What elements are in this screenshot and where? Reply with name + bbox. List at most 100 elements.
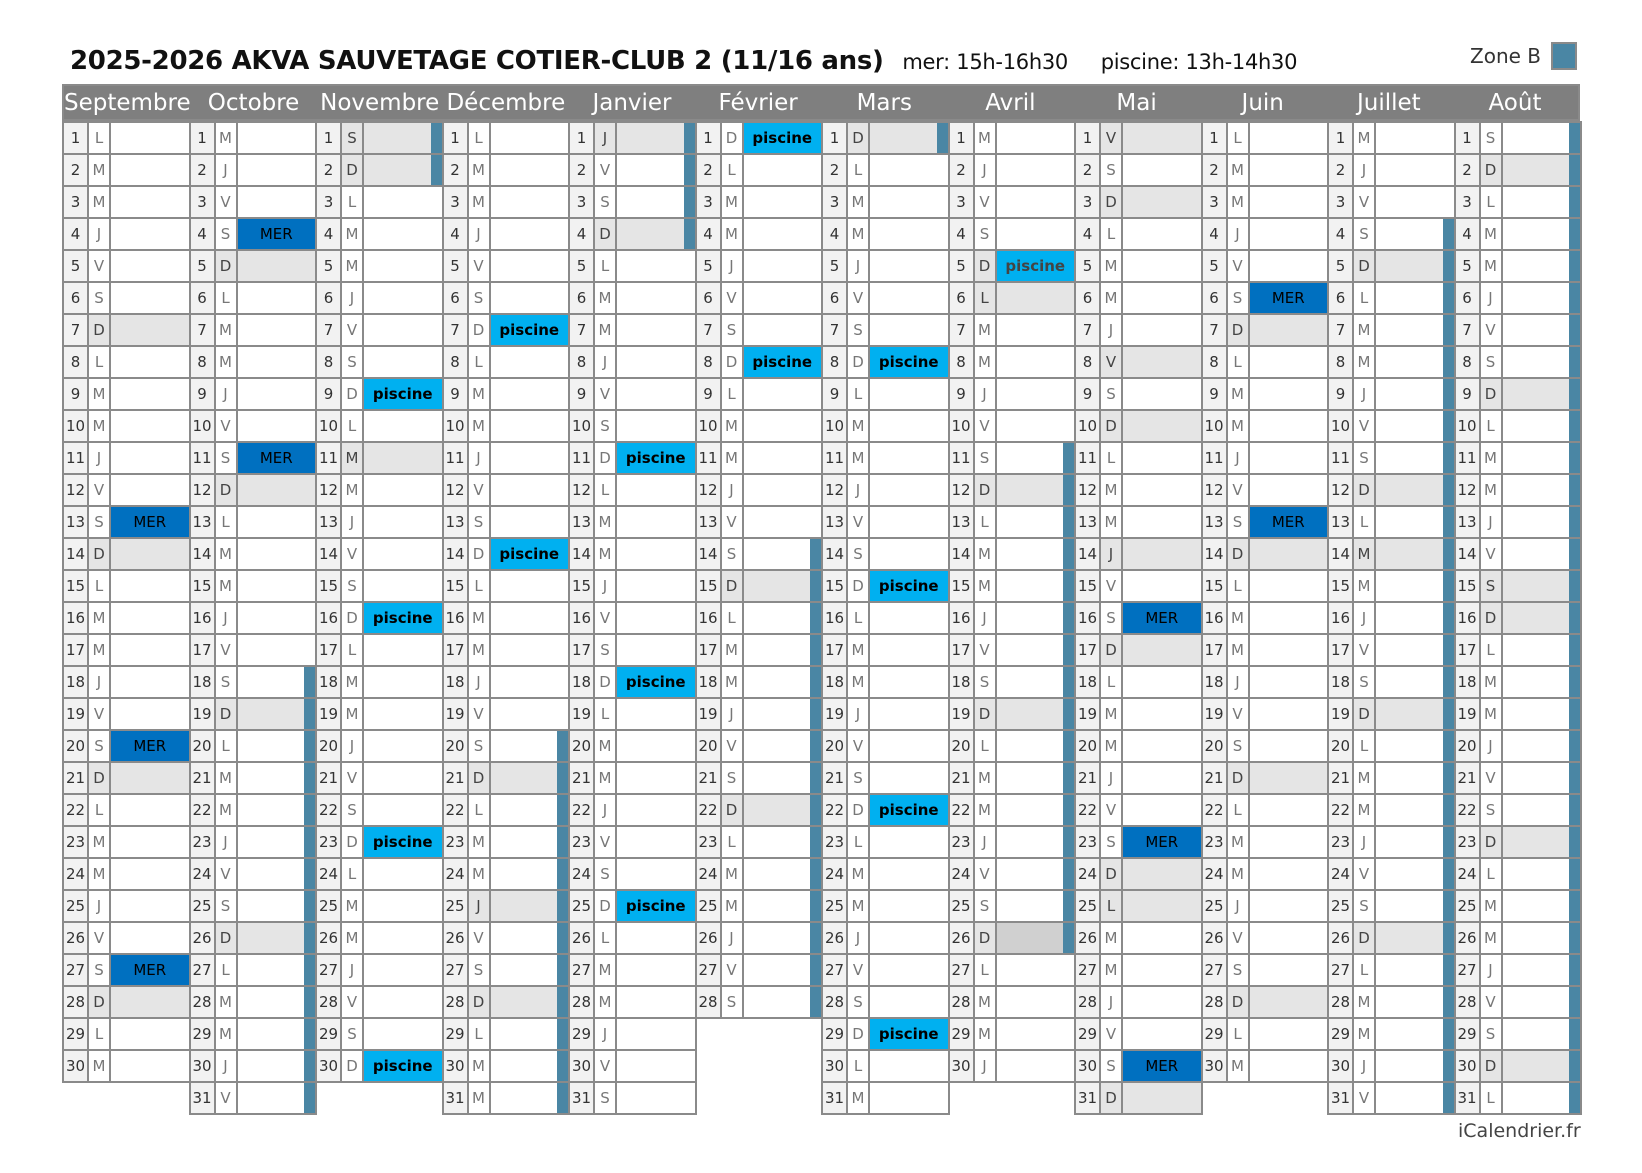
event-cell[interactable] (615, 1049, 697, 1083)
event-cell[interactable] (1500, 697, 1582, 731)
event-cell[interactable] (741, 633, 823, 667)
event-cell[interactable] (1500, 857, 1582, 891)
day-row[interactable]: 29 J (568, 1017, 697, 1051)
day-row[interactable]: 19 M (1453, 697, 1582, 731)
event-cell[interactable] (868, 441, 950, 475)
event-cell[interactable] (741, 217, 823, 251)
day-row[interactable]: 12 V (62, 473, 191, 507)
event-cell[interactable] (741, 153, 823, 187)
day-row[interactable]: 30 L (821, 1049, 950, 1083)
day-row[interactable]: 24 V (188, 857, 317, 891)
day-row[interactable]: 10 D (1074, 409, 1203, 443)
event-cell[interactable] (1247, 409, 1329, 443)
day-row[interactable]: 21 D (441, 761, 570, 795)
day-row[interactable]: 21 J (1074, 761, 1203, 795)
event-cell[interactable] (615, 313, 697, 347)
day-row[interactable]: 28 M (568, 985, 697, 1019)
event-cell[interactable] (994, 217, 1076, 251)
day-row[interactable]: 30 J (1327, 1049, 1456, 1083)
day-row[interactable]: 15 L (441, 569, 570, 603)
event-cell[interactable] (741, 697, 823, 731)
event-cell[interactable] (868, 153, 950, 187)
event-cell[interactable] (362, 345, 444, 379)
event-cell[interactable] (1247, 473, 1329, 507)
event-cell[interactable] (1500, 441, 1582, 475)
event-cell[interactable] (235, 345, 317, 379)
event-cell[interactable] (109, 665, 191, 699)
day-row[interactable]: 10 M (62, 409, 191, 443)
day-row[interactable]: 16 J (947, 601, 1076, 635)
event-cell[interactable] (1374, 537, 1456, 571)
event-cell[interactable] (1374, 953, 1456, 987)
event-cell[interactable] (1500, 249, 1582, 283)
day-row[interactable]: 22 J (568, 793, 697, 827)
day-row[interactable]: 26 D (1327, 921, 1456, 955)
event-cell[interactable] (868, 633, 950, 667)
event-cell[interactable] (1500, 1081, 1582, 1115)
event-piscine[interactable]: piscine (362, 1049, 444, 1083)
event-cell[interactable] (235, 153, 317, 187)
event-cell[interactable] (741, 793, 823, 827)
day-row[interactable]: 23 D (1453, 825, 1582, 859)
day-row[interactable]: 26 V (1200, 921, 1329, 955)
day-row[interactable]: 20 L (1327, 729, 1456, 763)
day-row[interactable]: 27 M (568, 953, 697, 987)
event-piscine[interactable]: piscine (868, 793, 950, 827)
event-cell[interactable] (994, 889, 1076, 923)
event-cell[interactable] (1247, 345, 1329, 379)
event-cell[interactable] (994, 313, 1076, 347)
day-row[interactable]: 27 V (694, 953, 823, 987)
event-mer[interactable]: MER (109, 953, 191, 987)
day-row[interactable]: 4 S MER (188, 217, 317, 251)
event-cell[interactable] (488, 825, 570, 859)
event-cell[interactable] (1247, 921, 1329, 955)
day-row[interactable]: 27 M (1074, 953, 1203, 987)
event-cell[interactable] (1374, 185, 1456, 219)
day-row[interactable]: 19 V (62, 697, 191, 731)
day-row[interactable]: 20 J (1453, 729, 1582, 763)
day-row[interactable]: 19 J (821, 697, 950, 731)
event-cell[interactable] (235, 473, 317, 507)
event-cell[interactable] (488, 473, 570, 507)
event-cell[interactable] (868, 697, 950, 731)
event-cell[interactable] (741, 665, 823, 699)
event-cell[interactable] (488, 921, 570, 955)
event-cell[interactable] (1374, 1017, 1456, 1051)
event-cell[interactable] (868, 825, 950, 859)
event-cell[interactable] (615, 473, 697, 507)
event-cell[interactable] (1500, 537, 1582, 571)
day-row[interactable]: 17 D (1074, 633, 1203, 667)
day-row[interactable]: 19 D (947, 697, 1076, 731)
event-piscine[interactable]: piscine (741, 345, 823, 379)
day-row[interactable]: 22 L (62, 793, 191, 827)
event-cell[interactable] (109, 921, 191, 955)
event-cell[interactable] (994, 185, 1076, 219)
event-cell[interactable] (994, 761, 1076, 795)
day-row[interactable]: 23 J (188, 825, 317, 859)
event-cell[interactable] (1247, 569, 1329, 603)
day-row[interactable]: 25 J (1200, 889, 1329, 923)
day-row[interactable]: 10 V (1327, 409, 1456, 443)
day-row[interactable]: 10 L (1453, 409, 1582, 443)
event-cell[interactable] (1247, 729, 1329, 763)
event-cell[interactable] (109, 697, 191, 731)
event-piscine[interactable]: piscine (488, 313, 570, 347)
event-piscine[interactable]: piscine (868, 1017, 950, 1051)
